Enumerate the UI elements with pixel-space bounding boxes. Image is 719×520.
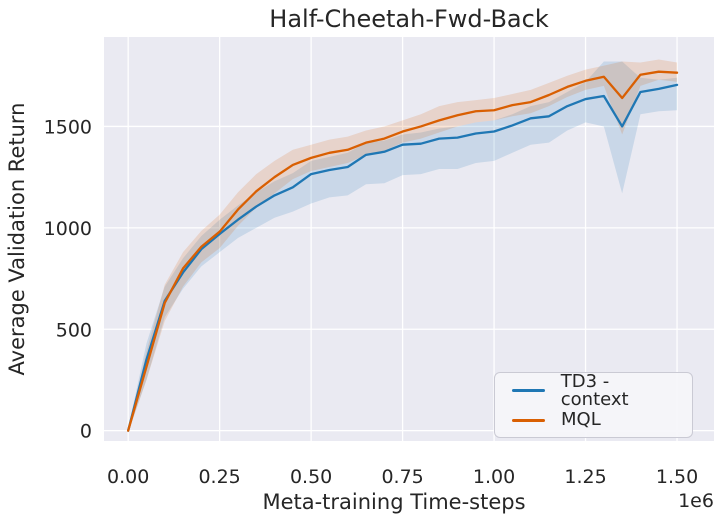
- x-tick-label: 0.50: [290, 466, 332, 488]
- legend: TD3 - context MQL: [494, 372, 693, 438]
- series-line-td3-context: [127, 83, 679, 432]
- x-axis-label: Meta-training Time-steps: [262, 490, 525, 514]
- x-tick-label: 1.50: [656, 466, 698, 488]
- x-tick-label: 0.00: [107, 466, 149, 488]
- legend-entry-td3-context: TD3 - context: [505, 372, 682, 408]
- y-tick-label: 500: [56, 319, 92, 341]
- y-tick-label: 0: [80, 421, 92, 443]
- mql-line-sample: [512, 418, 545, 422]
- series-line-mql: [127, 70, 679, 432]
- x-tick-labels: 0.00 0.25 0.50 0.75 1.00 1.25 1.50: [107, 466, 698, 488]
- chart-title: Half-Cheetah-Fwd-Back: [269, 5, 549, 33]
- y-tick-label: 1000: [44, 218, 92, 240]
- y-tick-label: 1500: [44, 116, 92, 138]
- y-tick-labels: 0 500 1000 1500: [44, 116, 92, 442]
- legend-label-mql: MQL: [561, 409, 601, 430]
- x-tick-label: 1.00: [473, 466, 515, 488]
- series-lines: [127, 70, 679, 432]
- x-tick-label: 0.25: [198, 466, 240, 488]
- x-tick-label: 0.75: [381, 466, 423, 488]
- gridlines: [104, 37, 714, 441]
- x-tick-label: 1.25: [564, 466, 606, 488]
- legend-label-td3-context: TD3 - context: [560, 370, 629, 410]
- y-axis-label: Average Validation Return: [5, 103, 29, 376]
- x-axis-offset-label: 1e6: [678, 490, 714, 512]
- legend-entry-mql: MQL: [505, 408, 682, 432]
- td3-context-line-sample: [512, 389, 545, 392]
